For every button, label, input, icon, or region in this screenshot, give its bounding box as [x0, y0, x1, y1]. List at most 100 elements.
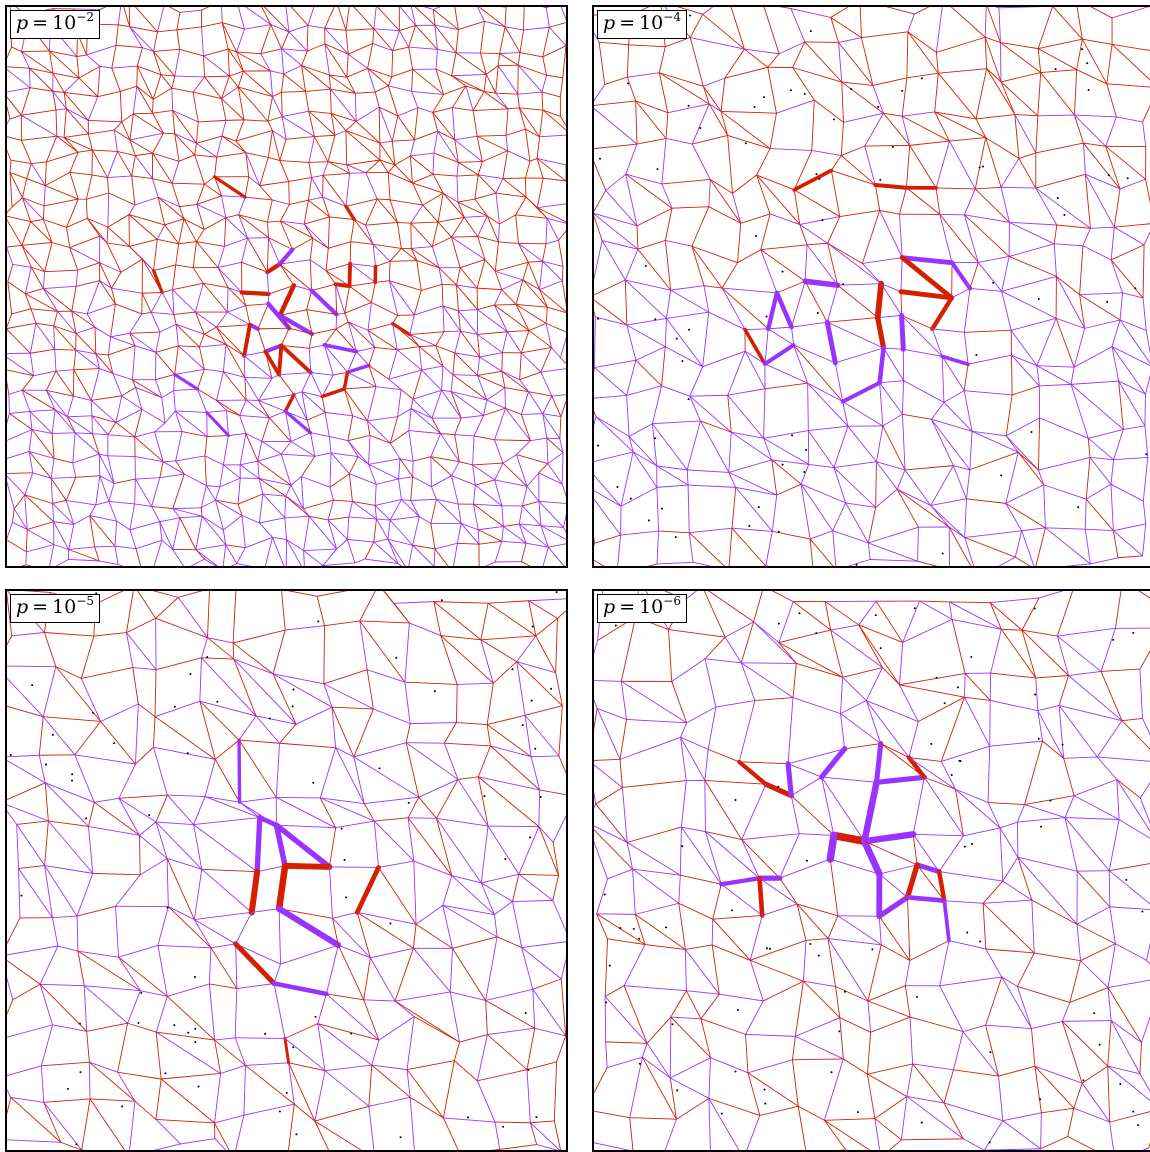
network-edge: [729, 472, 736, 487]
node-dot: [525, 1012, 527, 1014]
network-edge: [108, 215, 129, 228]
network-edge: [657, 531, 659, 564]
network-edge: [983, 881, 1003, 903]
network-edge: [1108, 1066, 1110, 1122]
network-edge: [963, 1139, 984, 1150]
node-dot: [942, 553, 944, 555]
network-edge: [328, 217, 329, 248]
network-edge: [452, 108, 473, 111]
network-edge: [112, 272, 122, 288]
network-edge: [729, 432, 731, 472]
network-edge: [87, 304, 115, 314]
node-dot: [782, 271, 784, 273]
network-plot: [7, 591, 566, 1150]
network-edge: [329, 217, 354, 220]
network-edge: [803, 940, 806, 981]
network-edge: [1062, 1021, 1111, 1022]
network-edge: [953, 1032, 963, 1070]
network-edge: [236, 944, 274, 984]
network-edge: [260, 181, 289, 185]
node-dot: [1141, 911, 1143, 913]
node-dot: [914, 607, 916, 609]
network-edge: [953, 1070, 998, 1076]
network-edge: [349, 501, 353, 517]
network-edge: [1000, 43, 1040, 73]
network-edge: [31, 309, 36, 323]
network-edge: [742, 840, 780, 879]
network-edge: [594, 804, 596, 822]
network-edge: [348, 54, 367, 68]
node-dot: [791, 434, 793, 436]
network-edge: [519, 827, 539, 875]
network-edge: [194, 818, 260, 825]
network-edge: [126, 591, 134, 633]
network-edge: [389, 261, 390, 280]
network-edge: [443, 905, 453, 948]
network-edge: [130, 114, 133, 140]
network-edge: [7, 946, 58, 956]
network-edge: [1036, 188, 1091, 228]
network-edge: [742, 784, 766, 839]
network-edge: [868, 945, 881, 1001]
network-edge: [309, 111, 331, 113]
network-edge: [705, 659, 741, 663]
network-edge: [935, 112, 986, 138]
network-edge: [395, 992, 450, 1001]
network-edge: [96, 501, 109, 504]
node-dot: [672, 1023, 674, 1025]
network-edge: [495, 902, 513, 915]
network-edge: [533, 979, 561, 989]
network-edge: [520, 53, 543, 57]
network-edge: [135, 457, 163, 462]
network-edge: [594, 280, 625, 297]
network-edge: [548, 547, 566, 566]
network-edge: [457, 683, 493, 684]
network-edge: [721, 78, 725, 111]
network-edge: [478, 777, 539, 790]
node-dot: [619, 927, 621, 929]
network-edge: [552, 394, 566, 396]
node-dot: [1137, 1124, 1139, 1126]
network-edge: [117, 151, 135, 155]
network-edge: [433, 10, 458, 30]
network-edge: [750, 940, 806, 960]
network-edge: [412, 91, 444, 94]
network-edge: [597, 879, 608, 914]
network-edge: [129, 1144, 181, 1150]
network-edge: [376, 387, 401, 390]
network-edge: [537, 203, 566, 208]
node-dot: [766, 315, 768, 317]
network-edge: [375, 281, 389, 283]
network-edge: [899, 188, 906, 214]
network-edge: [304, 217, 329, 224]
node-dot: [137, 1022, 139, 1024]
network-edge: [167, 858, 194, 919]
network-edge: [599, 42, 629, 45]
network-edge: [167, 858, 168, 906]
network-edge: [779, 42, 805, 54]
network-edge: [156, 618, 208, 637]
network-edge: [87, 314, 95, 327]
network-edge: [122, 7, 130, 27]
network-edge: [883, 426, 905, 470]
network-edge: [17, 821, 49, 824]
network-edge: [282, 111, 309, 116]
node-dot: [441, 599, 443, 601]
network-edge: [1147, 960, 1150, 977]
network-edge: [216, 325, 249, 327]
network-edge: [524, 7, 546, 8]
network-edge: [173, 509, 202, 517]
network-edge: [553, 875, 559, 900]
network-edge: [409, 25, 416, 47]
network-edge: [478, 530, 502, 542]
network-edge: [842, 82, 873, 85]
network-edge: [1040, 418, 1089, 438]
network-edge: [647, 1017, 671, 1043]
network-edge: [529, 392, 543, 414]
network-edge: [1083, 143, 1120, 189]
network-edge: [516, 455, 547, 464]
network-edge: [1140, 1043, 1142, 1074]
network-edge: [728, 389, 765, 395]
network-edge: [375, 484, 376, 505]
network-edge: [94, 633, 127, 636]
